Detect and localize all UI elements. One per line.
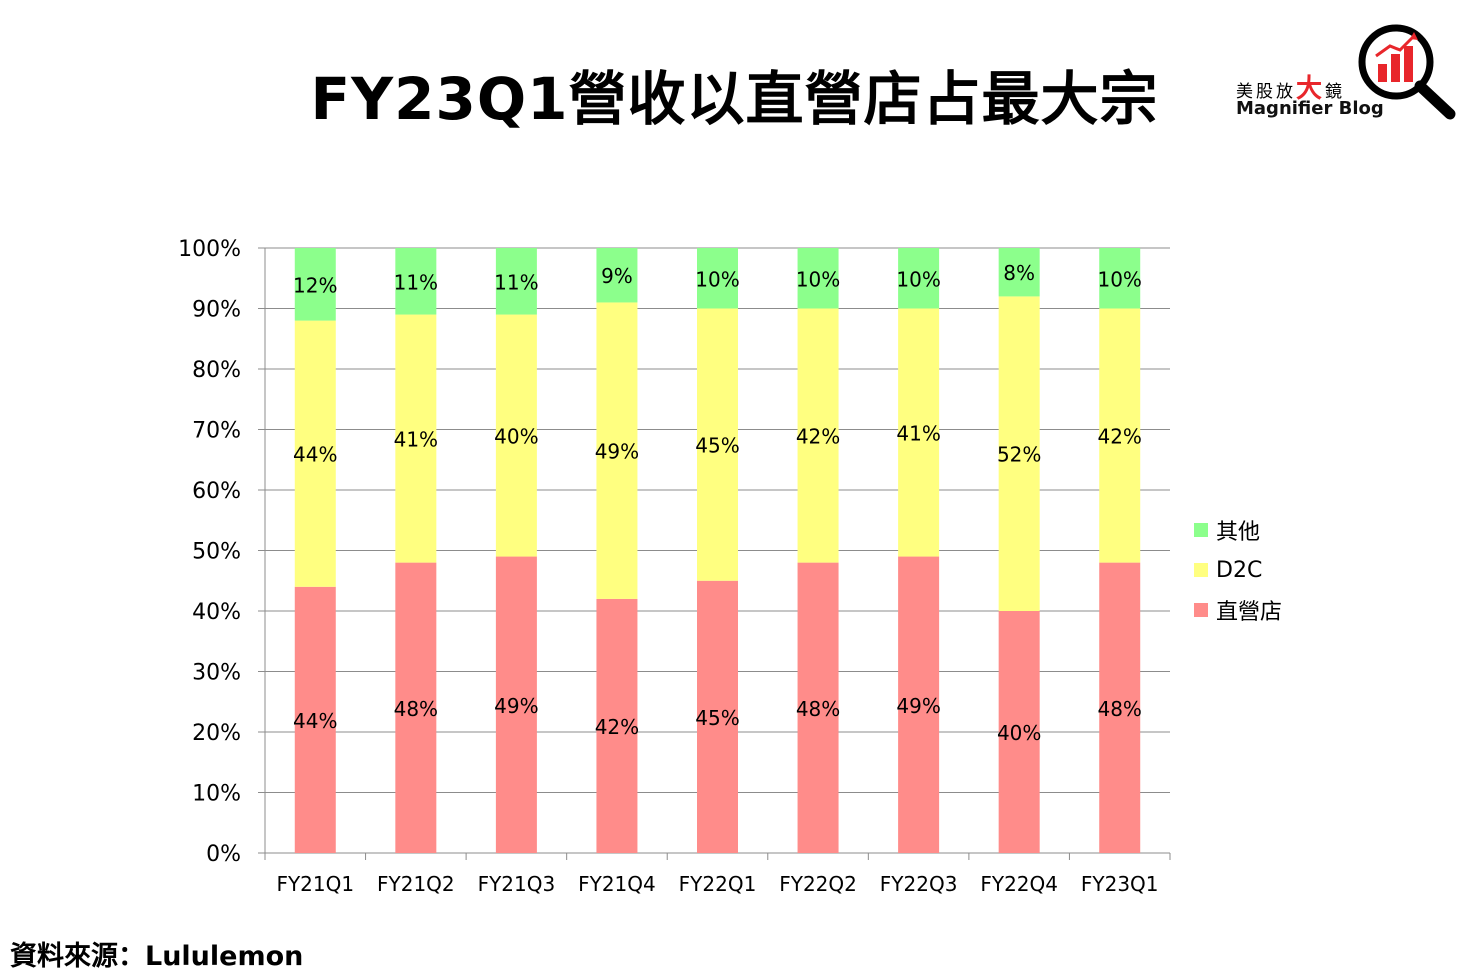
data-label-d2c: 40% <box>494 425 538 449</box>
bar-segment-d2c <box>998 296 1040 611</box>
bar-segment-d2c <box>395 314 437 563</box>
y-tick-label: 80% <box>192 358 241 383</box>
data-label-store: 49% <box>896 694 940 718</box>
data-label-store: 45% <box>695 706 739 730</box>
bar-segment-other <box>797 248 839 309</box>
legend-swatch-d2c <box>1194 563 1208 577</box>
legend-label-d2c: D2C <box>1216 557 1263 583</box>
data-label-store: 48% <box>394 697 438 721</box>
logo-english-name: Magnifier Blog <box>1236 98 1384 119</box>
y-tick-label: 10% <box>192 782 241 807</box>
logo-chinese-name: 美股放大鏡 <box>1236 74 1346 104</box>
data-label-store: 49% <box>494 694 538 718</box>
data-label-other: 11% <box>394 270 438 294</box>
bar-segment-other <box>395 248 437 315</box>
y-tick-label: 100% <box>178 237 241 262</box>
bar-segment-store <box>596 598 638 853</box>
data-label-store: 48% <box>1097 697 1141 721</box>
data-label-d2c: 42% <box>796 425 840 449</box>
bar-segment-d2c <box>495 314 537 557</box>
bar-segment-other <box>294 248 336 321</box>
data-label-other: 10% <box>896 267 940 291</box>
data-label-other: 9% <box>601 264 633 288</box>
brand-logo: 美股放大鏡 Magnifier Blog <box>1232 22 1462 122</box>
legend-label-other: 其他 <box>1216 520 1261 545</box>
legend-item-d2c: D2C <box>1194 550 1282 590</box>
data-label-other: 10% <box>695 267 739 291</box>
y-tick-label: 50% <box>192 540 241 565</box>
bar-segment-d2c <box>697 308 738 581</box>
x-tick-label: FY22Q2 <box>779 872 857 896</box>
bar-segment-store <box>1099 562 1141 853</box>
data-label-other: 10% <box>796 267 840 291</box>
y-tick-label: 0% <box>206 842 241 867</box>
data-label-other: 10% <box>1097 267 1141 291</box>
x-tick-label: FY22Q3 <box>880 872 958 896</box>
bar-segment-other <box>495 248 537 315</box>
bar-segment-store <box>395 562 437 853</box>
data-label-store: 44% <box>293 709 337 733</box>
data-label-d2c: 52% <box>997 443 1041 467</box>
bar-segment-d2c <box>294 320 336 587</box>
x-tick-label: FY23Q1 <box>1081 872 1159 896</box>
bar-segment-d2c <box>898 308 940 557</box>
x-tick-label: FY21Q1 <box>276 872 354 896</box>
legend-swatch-store <box>1194 603 1208 617</box>
bar-segment-other <box>998 248 1040 297</box>
x-tick-label: FY21Q3 <box>478 872 556 896</box>
data-label-d2c: 42% <box>1097 425 1141 449</box>
y-tick-label: 60% <box>192 479 241 504</box>
y-tick-label: 90% <box>192 298 241 323</box>
bar-segment-d2c <box>1099 308 1141 563</box>
chart-legend: 其他 D2C 直營店 <box>1194 510 1282 630</box>
bar-segment-store <box>294 586 336 853</box>
data-label-store: 42% <box>595 715 639 739</box>
legend-item-other: 其他 <box>1194 510 1282 550</box>
data-label-store: 48% <box>796 697 840 721</box>
data-label-d2c: 41% <box>896 422 940 446</box>
legend-item-store: 直營店 <box>1194 590 1282 630</box>
y-tick-label: 30% <box>192 661 241 686</box>
data-label-d2c: 49% <box>595 440 639 464</box>
stacked-bar-chart: 0% 10% 20% 30% 40% 50% 60% 70% 80% 90% 100% 44% 44% 1… <box>178 237 1171 896</box>
data-label-other: 11% <box>494 270 538 294</box>
y-tick-label: 40% <box>192 600 241 625</box>
bar-segment-other <box>697 248 738 309</box>
bar-segment-d2c <box>596 302 638 599</box>
data-label-d2c: 41% <box>394 428 438 452</box>
bar-segment-other <box>596 248 638 303</box>
data-label-other: 8% <box>1003 261 1035 285</box>
bar-segment-d2c <box>797 308 839 563</box>
bar-segment-store <box>998 611 1040 853</box>
bar-segment-other <box>898 248 940 309</box>
data-label-d2c: 45% <box>695 434 739 458</box>
y-tick-label: 20% <box>192 721 241 746</box>
x-tick-label: FY21Q2 <box>377 872 455 896</box>
x-tick-label: FY21Q4 <box>578 872 656 896</box>
data-label-other: 12% <box>293 273 337 297</box>
legend-swatch-other <box>1194 523 1208 537</box>
bar-segment-other <box>1099 248 1141 309</box>
y-tick-label: 70% <box>192 419 241 444</box>
x-tick-label: FY22Q1 <box>679 872 757 896</box>
x-tick-label: FY22Q4 <box>980 872 1058 896</box>
magnifier-bar-chart-icon <box>1358 24 1456 120</box>
data-label-store: 40% <box>997 721 1041 745</box>
chart-title: FY23Q1營收以直營店占最大宗 <box>310 65 1159 133</box>
bar-segment-store <box>898 556 940 853</box>
data-source: 資料來源：Lululemon <box>10 941 304 972</box>
bar-segment-store <box>797 562 839 853</box>
bar-segment-store <box>495 556 537 853</box>
legend-label-store: 直營店 <box>1216 600 1283 625</box>
bar-segment-store <box>697 580 738 853</box>
data-label-d2c: 44% <box>293 443 337 467</box>
